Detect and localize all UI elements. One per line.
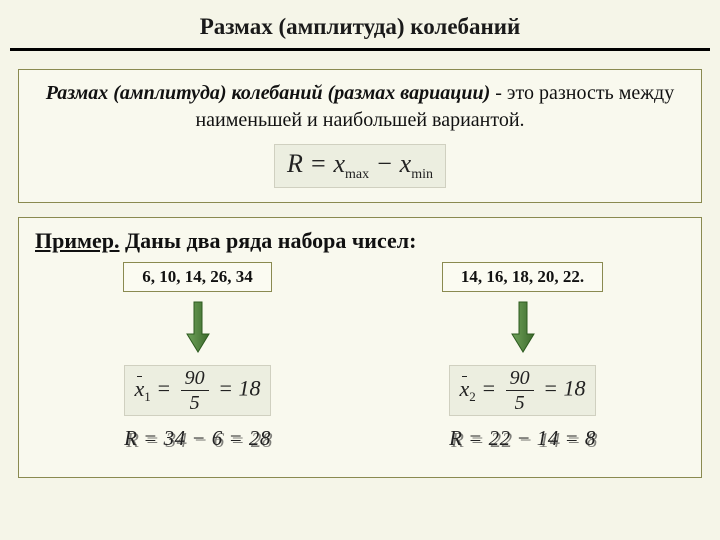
down-arrow-icon — [510, 300, 536, 359]
mean2-num: 90 — [506, 368, 534, 391]
mean-formula-2: x2 = 90 5 = 18 — [449, 365, 597, 416]
title-underline — [10, 48, 710, 51]
definition-text: Размах (амплитуда) колебаний (размах вар… — [35, 80, 685, 134]
formula-eq: = — [303, 149, 334, 178]
example-box: Пример. Даны два ряда набора чисел: 6, 1… — [18, 217, 702, 478]
formula-x2: x — [400, 149, 412, 178]
down-arrow-icon — [185, 300, 211, 359]
mean-formula-1: x1 = 90 5 = 18 — [124, 365, 272, 416]
mean2-x: x — [460, 376, 470, 401]
series-box-1: 6, 10, 14, 26, 34 — [123, 262, 272, 292]
range-formula-1: R = 34 − 6 = 28 R = 34 − 6 = 28 — [124, 426, 271, 451]
mean1-idx: 1 — [144, 389, 151, 404]
mean1-x: x — [135, 376, 145, 401]
example-column-2: 14, 16, 18, 20, 22. x2 = 90 5 — [373, 262, 672, 451]
range2-text: R = 22 − 14 = 8 — [449, 426, 596, 450]
example-heading: Пример. Даны два ряда набора чисел: — [35, 228, 685, 254]
mean1-den: 5 — [181, 391, 209, 413]
mean2-den: 5 — [506, 391, 534, 413]
example-heading-rest: Даны два ряда набора чисел: — [120, 228, 417, 253]
mean2-idx: 2 — [469, 389, 476, 404]
mean1-res: 18 — [238, 376, 260, 401]
formula-minus: − — [369, 149, 400, 178]
mean2-res: 18 — [563, 376, 585, 401]
formula-R: R — [287, 149, 303, 178]
range1-text: R = 34 − 6 = 28 — [124, 426, 271, 450]
example-columns: 6, 10, 14, 26, 34 x1 = 90 5 — [35, 262, 685, 451]
main-formula-content: R = xmax − xmin — [274, 144, 446, 188]
example-column-1: 6, 10, 14, 26, 34 x1 = 90 5 — [48, 262, 347, 451]
series-box-2: 14, 16, 18, 20, 22. — [442, 262, 603, 292]
mean1-num: 90 — [181, 368, 209, 391]
mean1-frac: 90 5 — [181, 368, 209, 413]
formula-sub-min: min — [411, 167, 433, 182]
formula-x1: x — [333, 149, 345, 178]
main-formula: R = xmax − xmin — [35, 144, 685, 188]
definition-term: Размах (амплитуда) колебаний (размах вар… — [46, 82, 491, 104]
mean2-frac: 90 5 — [506, 368, 534, 413]
range-formula-2: R = 22 − 14 = 8 R = 22 − 14 = 8 — [449, 426, 596, 451]
definition-box: Размах (амплитуда) колебаний (размах вар… — [18, 69, 702, 203]
page-title: Размах (амплитуда) колебаний — [0, 0, 720, 48]
formula-sub-max: max — [345, 167, 369, 182]
example-heading-underlined: Пример. — [35, 228, 120, 253]
